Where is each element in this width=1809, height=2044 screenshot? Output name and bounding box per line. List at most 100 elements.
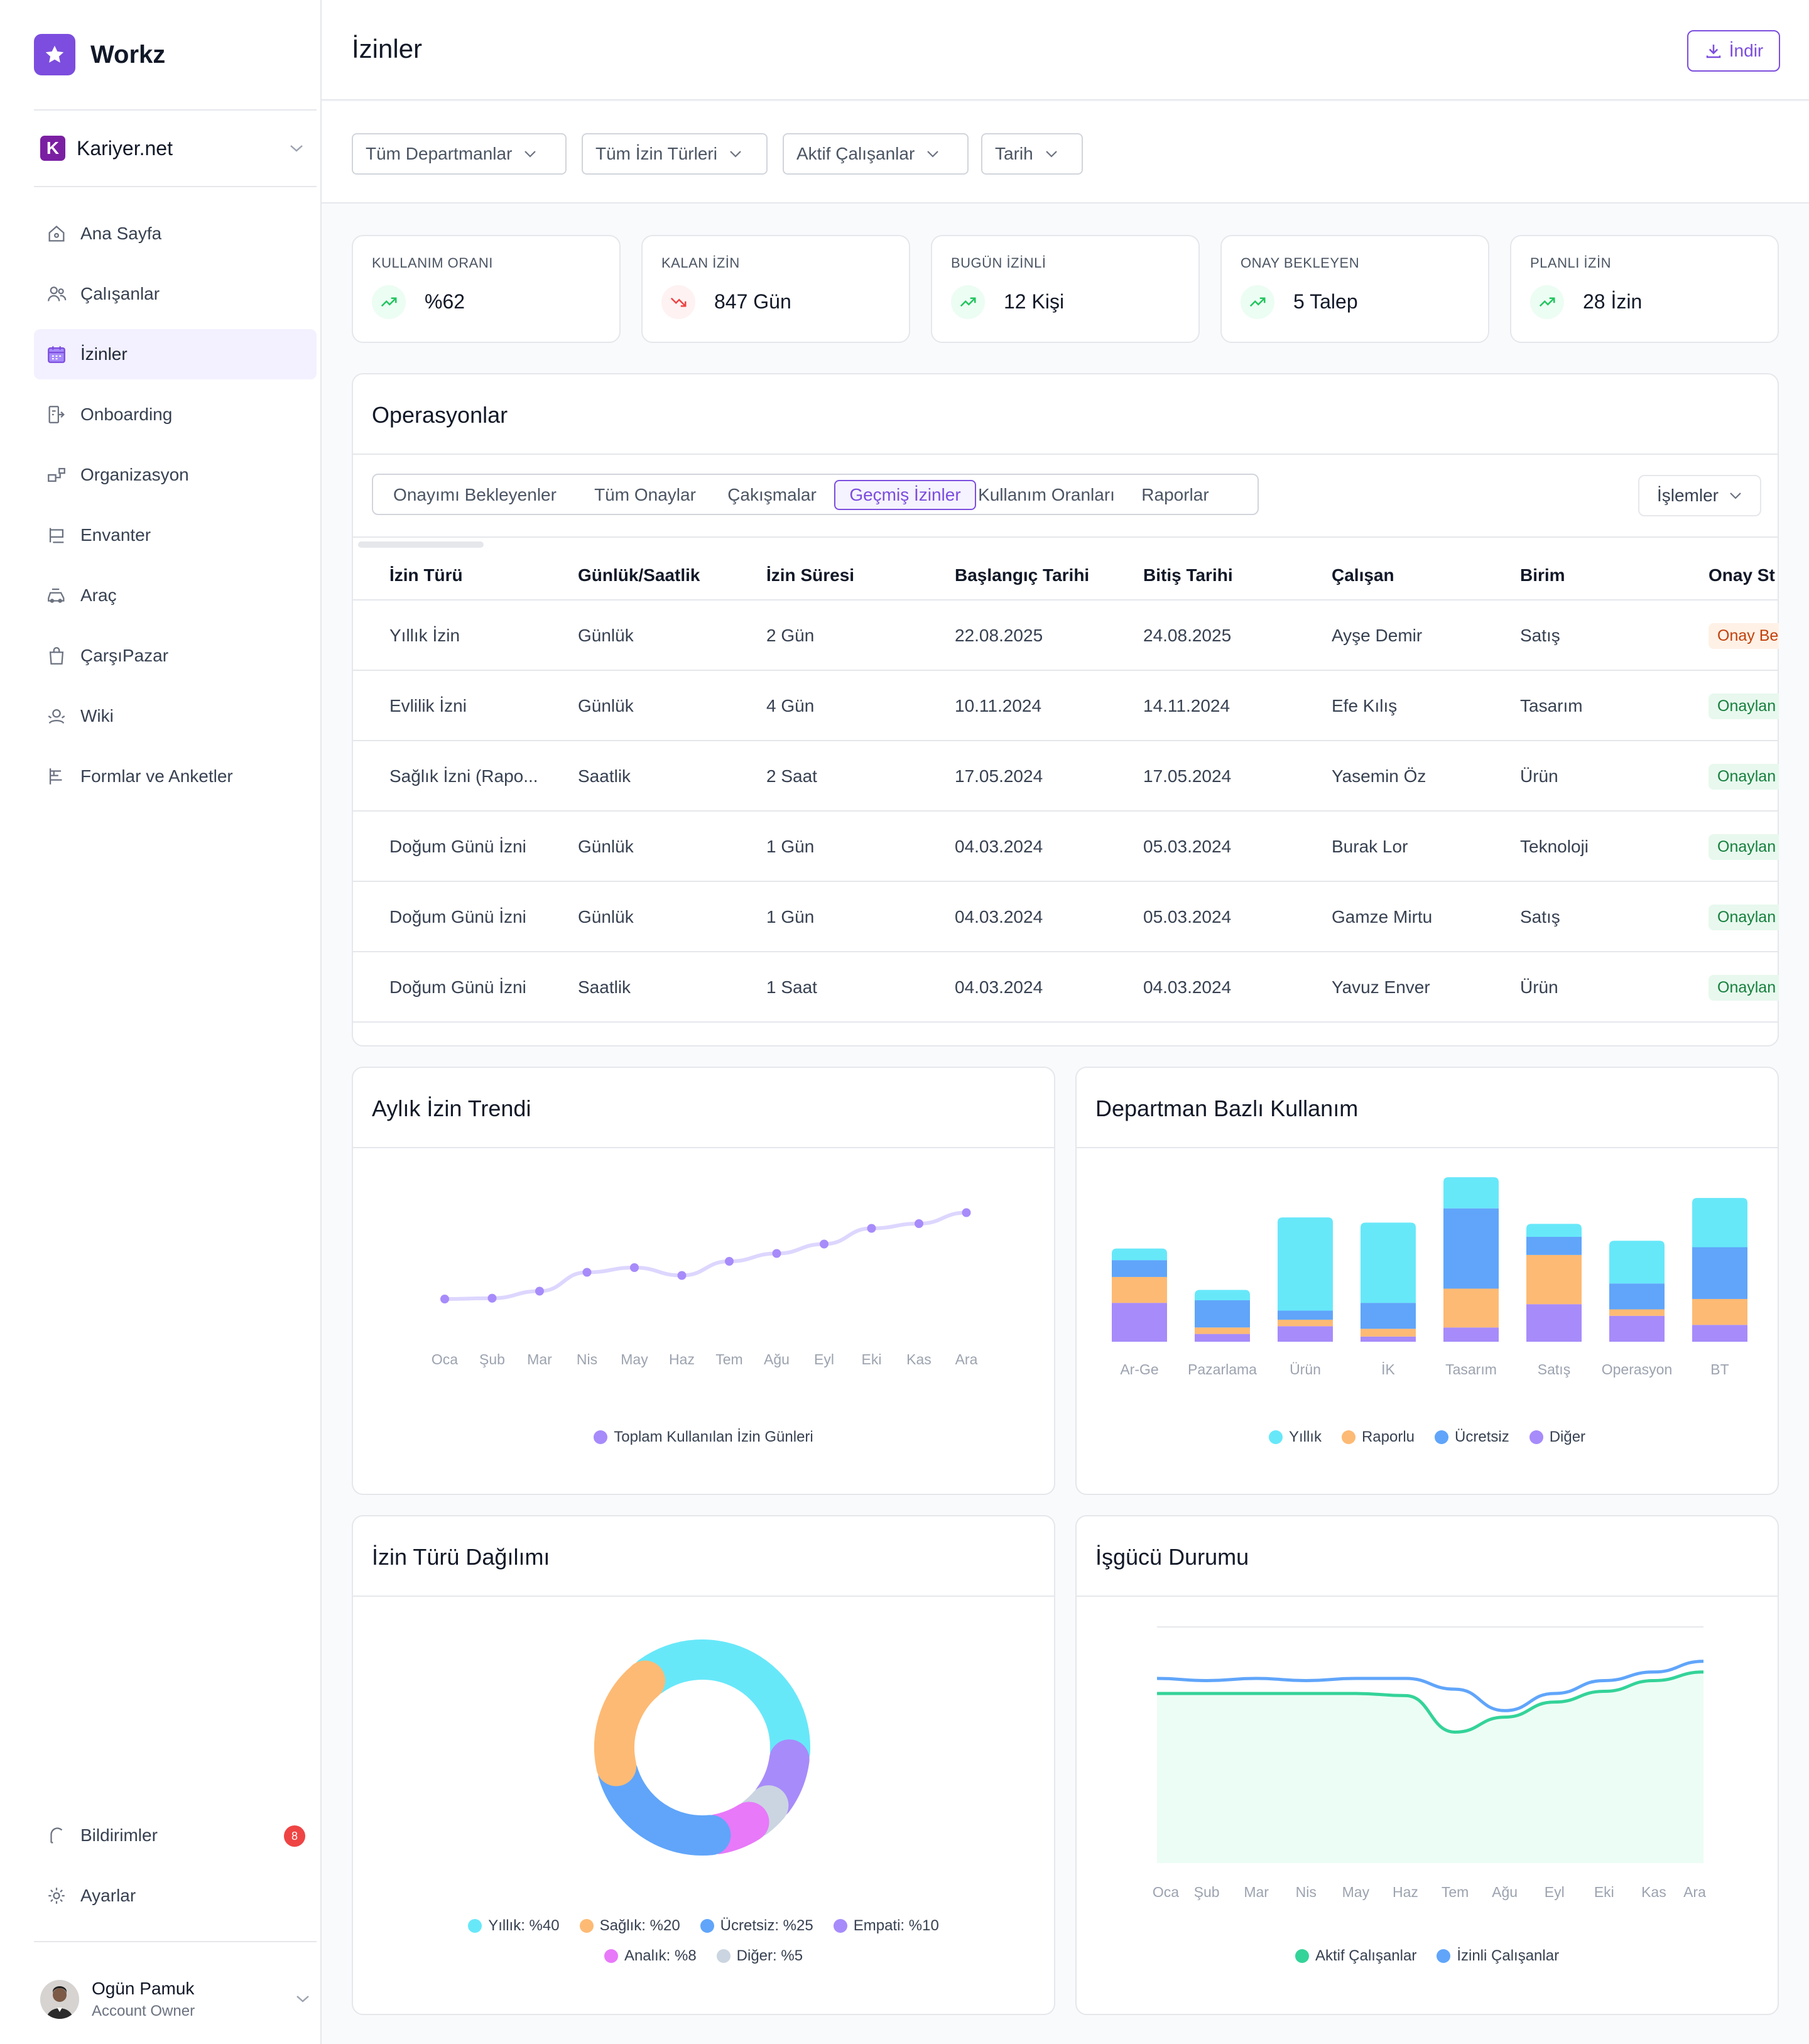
- tab-2[interactable]: Tüm Onaylar: [594, 485, 696, 504]
- nav-item-onboarding[interactable]: Onboarding: [34, 389, 317, 440]
- department-filter[interactable]: Tüm Departmanlar: [352, 133, 567, 175]
- bar-segment[interactable]: [1692, 1298, 1747, 1325]
- date-filter[interactable]: Tarih: [981, 133, 1083, 175]
- bar-segment[interactable]: [1526, 1237, 1582, 1255]
- download-button[interactable]: İndir: [1687, 30, 1780, 72]
- bar-segment[interactable]: [1692, 1325, 1747, 1342]
- bar-segment[interactable]: [1195, 1334, 1250, 1342]
- nav-item-home[interactable]: Ana Sayfa: [34, 209, 317, 259]
- nav-item-users[interactable]: Çalışanlar: [34, 269, 317, 319]
- nav-item-inventory[interactable]: Envanter: [34, 510, 317, 560]
- nav-item-notifications[interactable]: Bildirimler 8: [34, 1810, 317, 1861]
- column-header[interactable]: Onay St: [1709, 565, 1775, 585]
- leave-type-filter[interactable]: Tüm İzin Türleri: [582, 133, 768, 175]
- bar-segment[interactable]: [1609, 1283, 1665, 1310]
- bar-segment[interactable]: [1195, 1300, 1250, 1328]
- column-header[interactable]: Bitiş Tarihi: [1143, 565, 1233, 585]
- data-point[interactable]: [630, 1263, 639, 1272]
- data-point[interactable]: [867, 1224, 876, 1233]
- pie-slice[interactable]: [594, 1660, 666, 1786]
- bar-segment[interactable]: [1609, 1315, 1665, 1342]
- data-point[interactable]: [440, 1295, 449, 1303]
- table-row[interactable]: Doğum Günü İzni Günlük 1 Gün 04.03.2024 05.0…: [353, 881, 1779, 951]
- bar-segment[interactable]: [1278, 1326, 1333, 1342]
- nav-label: Wiki: [80, 706, 114, 726]
- nav-item-car[interactable]: Araç: [34, 570, 317, 621]
- data-point[interactable]: [915, 1219, 923, 1228]
- bar-segment[interactable]: [1278, 1310, 1333, 1320]
- column-header[interactable]: Çalışan: [1332, 565, 1394, 585]
- company-switcher[interactable]: K Kariyer.net: [40, 134, 310, 162]
- data-point[interactable]: [535, 1286, 544, 1296]
- bar-segment[interactable]: [1112, 1260, 1167, 1277]
- employee-status-filter[interactable]: Aktif Çalışanlar: [783, 133, 969, 175]
- series-line[interactable]: [1157, 1670, 1704, 1734]
- bar-segment[interactable]: [1443, 1208, 1499, 1289]
- nav-item-organization[interactable]: Organizasyon: [34, 450, 317, 500]
- data-point[interactable]: [582, 1268, 592, 1277]
- nav-item-forms[interactable]: Formlar ve Anketler: [34, 751, 317, 802]
- bar-segment[interactable]: [1195, 1290, 1250, 1301]
- tab-4[interactable]: Geçmiş İzinler: [834, 480, 976, 510]
- bar-segment[interactable]: [1195, 1327, 1250, 1334]
- bar-segment[interactable]: [1443, 1288, 1499, 1328]
- column-header[interactable]: Birim: [1520, 565, 1565, 585]
- bar-segment[interactable]: [1278, 1319, 1333, 1327]
- user-menu[interactable]: Ogün Pamuk Account Owner: [40, 1971, 317, 2028]
- bar-segment[interactable]: [1361, 1336, 1416, 1342]
- pie-slice[interactable]: [598, 1753, 731, 1856]
- tab-5[interactable]: Kullanım Oranları: [978, 485, 1115, 504]
- tab-1[interactable]: Onayımı Bekleyenler: [393, 485, 557, 504]
- page-title: İzinler: [352, 34, 423, 63]
- bar-segment[interactable]: [1443, 1327, 1499, 1342]
- bar-segment[interactable]: [1112, 1276, 1167, 1303]
- bar-segment[interactable]: [1361, 1303, 1416, 1329]
- pie-slice[interactable]: [631, 1639, 810, 1772]
- bar-segment[interactable]: [1526, 1254, 1582, 1305]
- horizontal-scrollbar[interactable]: [358, 541, 484, 548]
- data-point[interactable]: [772, 1249, 781, 1258]
- data-point[interactable]: [725, 1257, 734, 1266]
- column-header[interactable]: Başlangıç Tarihi: [955, 565, 1090, 585]
- nav-item-shopping-bag[interactable]: ÇarşıPazar: [34, 631, 317, 681]
- bar-segment[interactable]: [1609, 1309, 1665, 1316]
- nav-item-settings[interactable]: Ayarlar: [34, 1871, 317, 1921]
- table-row[interactable]: Doğum Günü İzni Saatlik 1 Saat 04.03.2024 04…: [353, 951, 1779, 1021]
- data-point[interactable]: [677, 1271, 687, 1280]
- column-header[interactable]: Günlük/Saatlik: [578, 565, 700, 585]
- series-line[interactable]: [1156, 1660, 1704, 1712]
- data-point[interactable]: [487, 1293, 497, 1303]
- nav-item-wiki[interactable]: Wiki: [34, 691, 317, 741]
- bar-segment[interactable]: [1526, 1304, 1582, 1342]
- table-row[interactable]: Sağlık İzni (Rapo... Saatlik 2 Saat 17.05.2…: [353, 740, 1779, 810]
- bar-segment[interactable]: [1361, 1222, 1416, 1303]
- bar-segment[interactable]: [1278, 1217, 1333, 1311]
- bar-segment[interactable]: [1526, 1224, 1582, 1237]
- status-badge: Onaylan: [1709, 834, 1779, 860]
- x-tick-label: May: [1342, 1884, 1370, 1900]
- table-cell: 17.05.2024: [955, 766, 1043, 786]
- bar-segment[interactable]: [1609, 1241, 1665, 1284]
- tab-3[interactable]: Çakışmalar: [727, 485, 817, 504]
- table-row[interactable]: Doğum Günü İzni Günlük 1 Gün 04.03.2024 05.0…: [353, 810, 1779, 881]
- tab-6[interactable]: Raporlar: [1141, 485, 1209, 504]
- data-point[interactable]: [820, 1239, 828, 1249]
- bar-segment[interactable]: [1443, 1177, 1499, 1209]
- actions-dropdown[interactable]: İşlemler: [1638, 475, 1761, 516]
- bar-segment[interactable]: [1692, 1198, 1747, 1248]
- table-row[interactable]: Yıllık İzin Günlük 2 Gün 22.08.2025 24.08.20…: [353, 599, 1779, 670]
- table-row[interactable]: Evlilik İzni Günlük 4 Gün 10.11.2024 14.11.2…: [353, 670, 1779, 740]
- trending-up-icon: [1530, 285, 1564, 319]
- bar-segment[interactable]: [1361, 1329, 1416, 1337]
- operations-title: Operasyonlar: [372, 402, 508, 428]
- bar-segment[interactable]: [1112, 1303, 1167, 1342]
- column-header[interactable]: İzin Süresi: [766, 565, 855, 585]
- column-header[interactable]: İzin Türü: [389, 565, 463, 585]
- bar-segment[interactable]: [1112, 1248, 1167, 1261]
- table-cell: Onaylan: [1709, 741, 1779, 812]
- bar-segment[interactable]: [1692, 1247, 1747, 1299]
- brand-logo[interactable]: Workz: [34, 34, 165, 75]
- data-point[interactable]: [962, 1208, 971, 1217]
- x-tick-label: Kas: [1641, 1884, 1666, 1900]
- nav-item-calendar[interactable]: İzinler: [34, 329, 317, 379]
